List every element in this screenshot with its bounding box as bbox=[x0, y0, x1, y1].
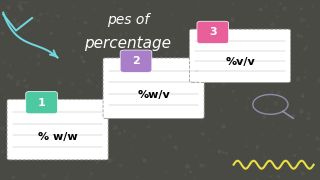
FancyBboxPatch shape bbox=[7, 99, 108, 160]
Text: %v/v: %v/v bbox=[225, 57, 255, 67]
FancyBboxPatch shape bbox=[103, 58, 204, 118]
FancyBboxPatch shape bbox=[120, 50, 152, 72]
FancyBboxPatch shape bbox=[26, 91, 58, 114]
Text: %w/v: %w/v bbox=[137, 90, 170, 100]
Text: percentage: percentage bbox=[84, 36, 172, 51]
Text: pes of: pes of bbox=[107, 13, 149, 27]
FancyBboxPatch shape bbox=[197, 21, 229, 44]
Text: 3: 3 bbox=[209, 27, 217, 37]
Text: % w/w: % w/w bbox=[38, 132, 77, 141]
Text: 1: 1 bbox=[38, 98, 45, 108]
FancyBboxPatch shape bbox=[189, 29, 291, 82]
Text: 2: 2 bbox=[132, 56, 140, 66]
